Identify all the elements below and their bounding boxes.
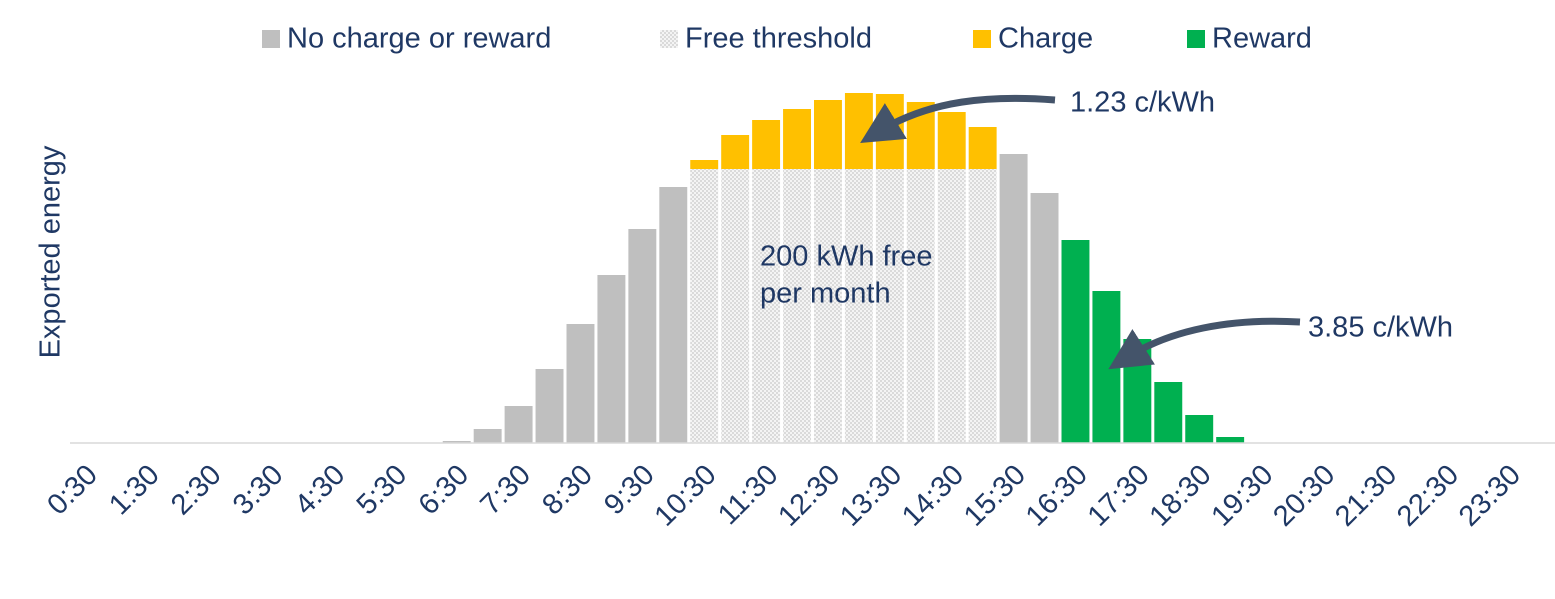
bar-segment	[752, 120, 781, 169]
bar-segment	[937, 112, 966, 169]
x-tick-label: 5:30	[351, 459, 414, 522]
annotation: per month	[760, 278, 891, 310]
bar-segment	[906, 169, 935, 443]
arrow	[860, 94, 1056, 143]
bar-segment	[814, 169, 842, 443]
bar-segment	[721, 135, 750, 169]
bar-segment	[783, 169, 811, 443]
bar-segment	[535, 369, 564, 443]
bar-segment	[690, 160, 719, 169]
y-axis-label: Exported energy	[35, 145, 67, 358]
x-tick-label: 7:30	[474, 459, 537, 522]
bar-segment	[628, 229, 657, 443]
x-tick-label: 12:30	[772, 459, 846, 533]
legend-label: Charge	[998, 23, 1093, 55]
bar-segment	[721, 169, 750, 443]
bar-segment	[1154, 382, 1183, 443]
bar-segment	[1092, 291, 1121, 443]
bar-segment	[937, 169, 966, 443]
legend-label: No charge or reward	[287, 23, 551, 55]
x-tick-label: 14:30	[896, 459, 970, 533]
bar-segment	[844, 169, 873, 443]
bar-segment	[442, 441, 471, 443]
annotation: 3.85 c/kWh	[1308, 312, 1453, 344]
bar-segment	[1216, 437, 1245, 443]
x-tick-label: 16:30	[1020, 459, 1094, 533]
annotation: 200 kWh free	[760, 241, 932, 273]
x-tick-label: 13:30	[834, 459, 908, 533]
bar-segment	[844, 93, 873, 169]
bar-segment	[473, 429, 502, 443]
arrow	[1108, 317, 1301, 370]
legend: No charge or reward Free threshold Charge R…	[262, 23, 1312, 55]
bar-segment	[814, 100, 842, 169]
x-tick-label: 10:30	[649, 459, 723, 533]
bars	[442, 93, 1245, 443]
legend-swatch	[1187, 30, 1205, 48]
bar-segment	[783, 109, 811, 169]
x-tick-label: 19:30	[1206, 459, 1280, 533]
bar-segment	[659, 187, 688, 443]
legend-label: Reward	[1212, 23, 1312, 55]
legend-label: Free threshold	[685, 23, 872, 55]
x-tick-label: 11:30	[712, 459, 784, 531]
bar-segment	[1030, 193, 1059, 443]
bar-segment	[1185, 415, 1214, 443]
bar-segment	[1061, 240, 1090, 443]
x-tick-label: 6:30	[413, 459, 476, 522]
x-tick-label: 20:30	[1267, 459, 1341, 533]
legend-swatch	[973, 30, 991, 48]
x-tick-label: 15:30	[958, 459, 1032, 533]
bar-segment	[566, 324, 595, 443]
legend-swatch	[660, 30, 678, 48]
x-tick-label: 8:30	[536, 459, 599, 522]
x-tick-label: 1:30	[103, 459, 166, 522]
bar-segment	[752, 169, 781, 443]
bar-segment	[504, 406, 533, 443]
bar-segment	[597, 275, 626, 443]
bar-segment	[968, 127, 997, 169]
bar-segment	[999, 154, 1028, 443]
x-tick-label: 21:30	[1329, 459, 1403, 533]
x-tick-label: 2:30	[165, 459, 228, 522]
x-tick-label: 17:30	[1082, 459, 1156, 533]
x-tick-label: 0:30	[41, 459, 104, 522]
x-tick-label: 4:30	[289, 459, 352, 522]
annotation: 1.23 c/kWh	[1070, 87, 1215, 119]
x-tick-label: 23:30	[1453, 459, 1527, 533]
bar-segment	[690, 169, 719, 443]
bar-segment	[968, 169, 997, 443]
bar-segment	[875, 169, 904, 443]
legend-swatch	[262, 30, 280, 48]
x-tick-label: 18:30	[1144, 459, 1218, 533]
x-tick-label: 3:30	[227, 459, 290, 522]
x-tick-label: 22:30	[1391, 459, 1465, 533]
